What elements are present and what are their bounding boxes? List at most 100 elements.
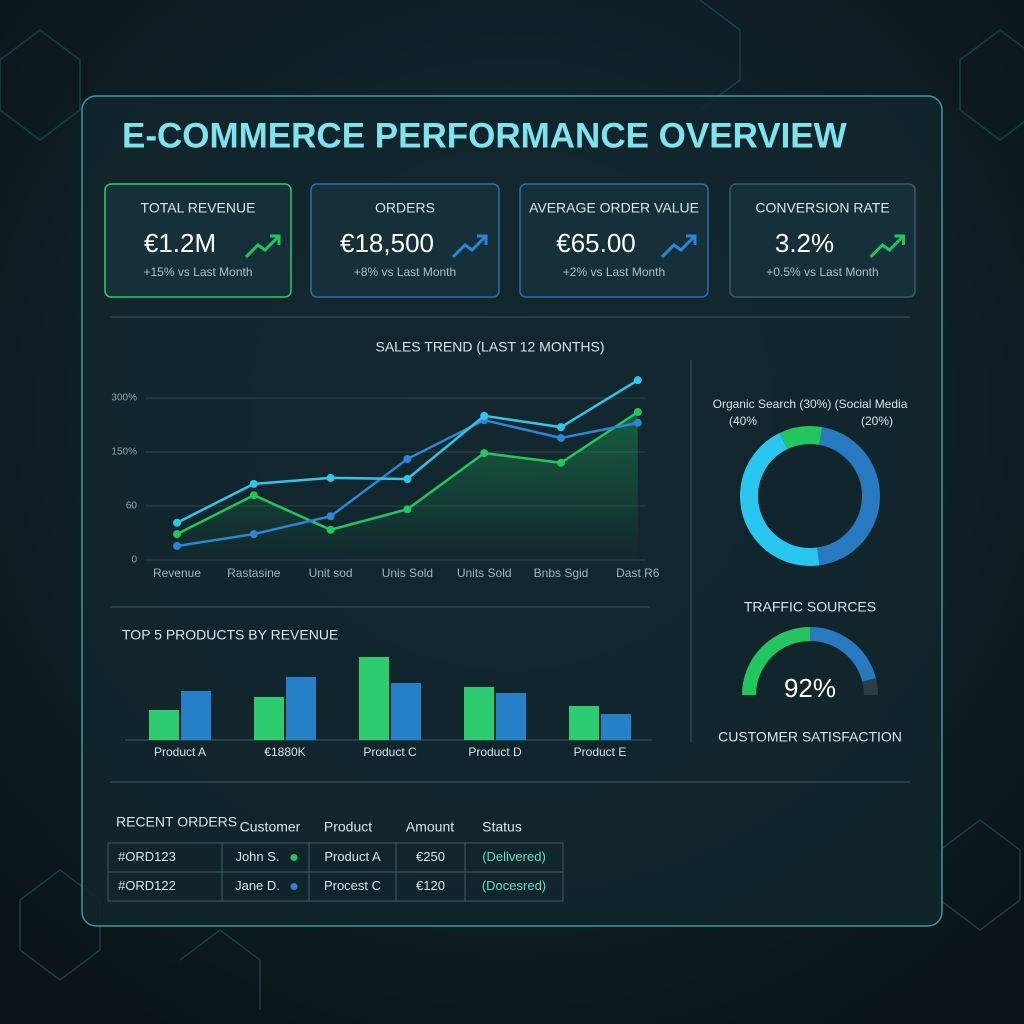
- kpi-title: ORDERS: [375, 200, 435, 216]
- point: [403, 475, 412, 483]
- x-tick-label: Revenue: [153, 566, 201, 580]
- kpi-value: €18,500: [340, 228, 434, 258]
- bar: [286, 677, 316, 740]
- point: [633, 376, 642, 385]
- bar: [181, 691, 211, 740]
- point: [403, 505, 412, 514]
- kpi-card: [729, 183, 916, 298]
- point: [557, 433, 565, 442]
- kpi-change: +0.5% vs Last Month: [766, 265, 878, 279]
- pie-label: (40%: [729, 414, 757, 428]
- table-cell: John S.: [235, 849, 279, 864]
- table-title: RECENT ORDERS: [116, 814, 237, 830]
- x-tick-label: Units Sold: [457, 566, 512, 580]
- point: [173, 530, 181, 539]
- point: [326, 525, 335, 534]
- bar: [496, 693, 526, 740]
- column-header: Product: [324, 819, 372, 835]
- point: [557, 458, 565, 467]
- table-cell: Jane D.: [235, 878, 280, 893]
- point: [633, 408, 642, 417]
- table-cell: Procest C: [324, 878, 381, 893]
- point: [173, 541, 181, 550]
- title: E-COMMERCE PERFORMANCE OVERVIEW: [122, 116, 847, 155]
- point: [403, 455, 412, 464]
- kpi-change: +8% vs Last Month: [354, 265, 456, 279]
- donut-segment: [740, 432, 820, 566]
- kpi-change: +2% vs Last Month: [563, 265, 665, 279]
- column-header: Status: [482, 819, 522, 835]
- kpi-card: [104, 183, 292, 298]
- kpi-title: AVERAGE ORDER VALUE: [529, 200, 699, 216]
- point: [326, 473, 335, 482]
- point: [326, 512, 335, 521]
- point: [249, 530, 258, 539]
- point: [249, 479, 258, 488]
- point: [557, 423, 565, 432]
- bar: [391, 683, 421, 740]
- chart-title: TOP 5 PRODUCTS BY REVENUE: [122, 627, 338, 643]
- y-tick-label: 0: [131, 555, 137, 566]
- table-cell: (Docesred): [482, 878, 546, 893]
- point: [173, 518, 181, 527]
- table-cell: €250: [416, 849, 445, 864]
- status-dot: [290, 854, 298, 861]
- gauge-fill: [809, 627, 876, 682]
- y-tick-label: 60: [126, 501, 138, 512]
- bar: [569, 706, 599, 740]
- x-tick-label: Product A: [154, 745, 206, 759]
- area: [177, 412, 638, 560]
- bar: [464, 687, 494, 740]
- kpi-change: +15% vs Last Month: [143, 265, 252, 279]
- table-cell: (Delivered): [482, 849, 546, 864]
- trend-arrow: [244, 234, 281, 259]
- table-cell: #ORD122: [118, 878, 176, 893]
- point: [480, 449, 489, 458]
- trend-arrow: [869, 234, 905, 259]
- x-tick-label: Bnbs Sgid: [534, 566, 589, 580]
- column-header: Customer: [240, 819, 301, 835]
- kpi-value: €1.2M: [144, 228, 216, 258]
- point: [480, 411, 489, 420]
- x-tick-label: Unit sod: [309, 566, 353, 580]
- kpi-card: [310, 183, 500, 298]
- table-cell: #ORD123: [118, 849, 176, 864]
- donut-segment: [779, 426, 823, 450]
- x-tick-label: Unis Sold: [382, 566, 433, 580]
- table-cell: €120: [416, 878, 445, 893]
- kpi-title: CONVERSION RATE: [755, 200, 889, 216]
- bar: [254, 697, 284, 740]
- column-header: Amount: [406, 819, 454, 835]
- x-tick-label: €1880K: [264, 745, 305, 759]
- kpi-card: [519, 183, 709, 298]
- chart-title: TRAFFIC SOURCES: [744, 599, 876, 615]
- bar: [359, 657, 389, 740]
- y-tick-label: 300%: [111, 393, 137, 404]
- pie-label: Organic Search (30%) (Social Media: [713, 397, 908, 411]
- kpi-value: €65.00: [556, 228, 636, 258]
- point: [249, 491, 258, 500]
- trend-arrow: [451, 234, 488, 259]
- kpi-value: 3.2%: [775, 228, 834, 258]
- gauge-value: 92%: [784, 673, 836, 703]
- bar: [149, 710, 179, 740]
- x-tick-label: Product E: [574, 745, 627, 759]
- dividers: [110, 316, 910, 783]
- gauge-fill: [742, 627, 811, 696]
- table-cell: Product A: [324, 849, 381, 864]
- x-tick-label: Product D: [468, 745, 522, 759]
- trend-arrow: [660, 234, 697, 259]
- donut-segment: [816, 427, 880, 566]
- point: [633, 418, 642, 427]
- x-tick-label: Rastasine: [227, 566, 281, 580]
- pie-label: (20%): [861, 414, 893, 428]
- x-tick-label: Product C: [363, 745, 417, 759]
- bar: [601, 714, 631, 740]
- chart-title: CUSTOMER SATISFACTION: [718, 729, 902, 745]
- chart-title: SALES TREND (LAST 12 MONTHS): [376, 339, 605, 355]
- status-dot: [290, 883, 298, 890]
- kpi-title: TOTAL REVENUE: [141, 200, 256, 216]
